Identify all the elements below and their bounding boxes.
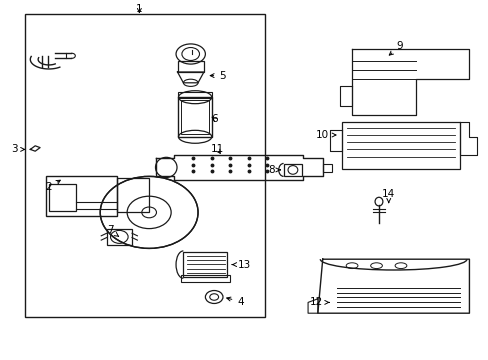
Bar <box>342 122 459 169</box>
Text: 4: 4 <box>226 297 244 307</box>
Text: 10: 10 <box>316 130 335 140</box>
Bar <box>178 97 211 137</box>
Bar <box>178 92 211 98</box>
Text: 8: 8 <box>267 165 280 175</box>
Bar <box>46 176 117 216</box>
Text: 7: 7 <box>106 225 119 237</box>
Text: 11: 11 <box>210 144 224 154</box>
Text: 12: 12 <box>309 297 328 307</box>
Bar <box>117 178 149 212</box>
Text: 3: 3 <box>11 144 24 154</box>
Text: 1: 1 <box>136 4 142 14</box>
Bar <box>25 14 264 317</box>
Bar <box>177 61 203 72</box>
Bar <box>181 100 209 134</box>
Bar <box>106 229 132 245</box>
Bar <box>322 164 331 172</box>
Text: 9: 9 <box>388 41 403 55</box>
Text: 2: 2 <box>45 180 60 192</box>
Bar <box>181 275 229 282</box>
Bar <box>49 184 76 211</box>
Text: 14: 14 <box>381 189 395 203</box>
Bar <box>183 252 227 277</box>
Text: 5: 5 <box>210 71 225 81</box>
Bar <box>283 164 302 176</box>
Text: 13: 13 <box>232 260 251 270</box>
Text: 6: 6 <box>210 114 217 124</box>
